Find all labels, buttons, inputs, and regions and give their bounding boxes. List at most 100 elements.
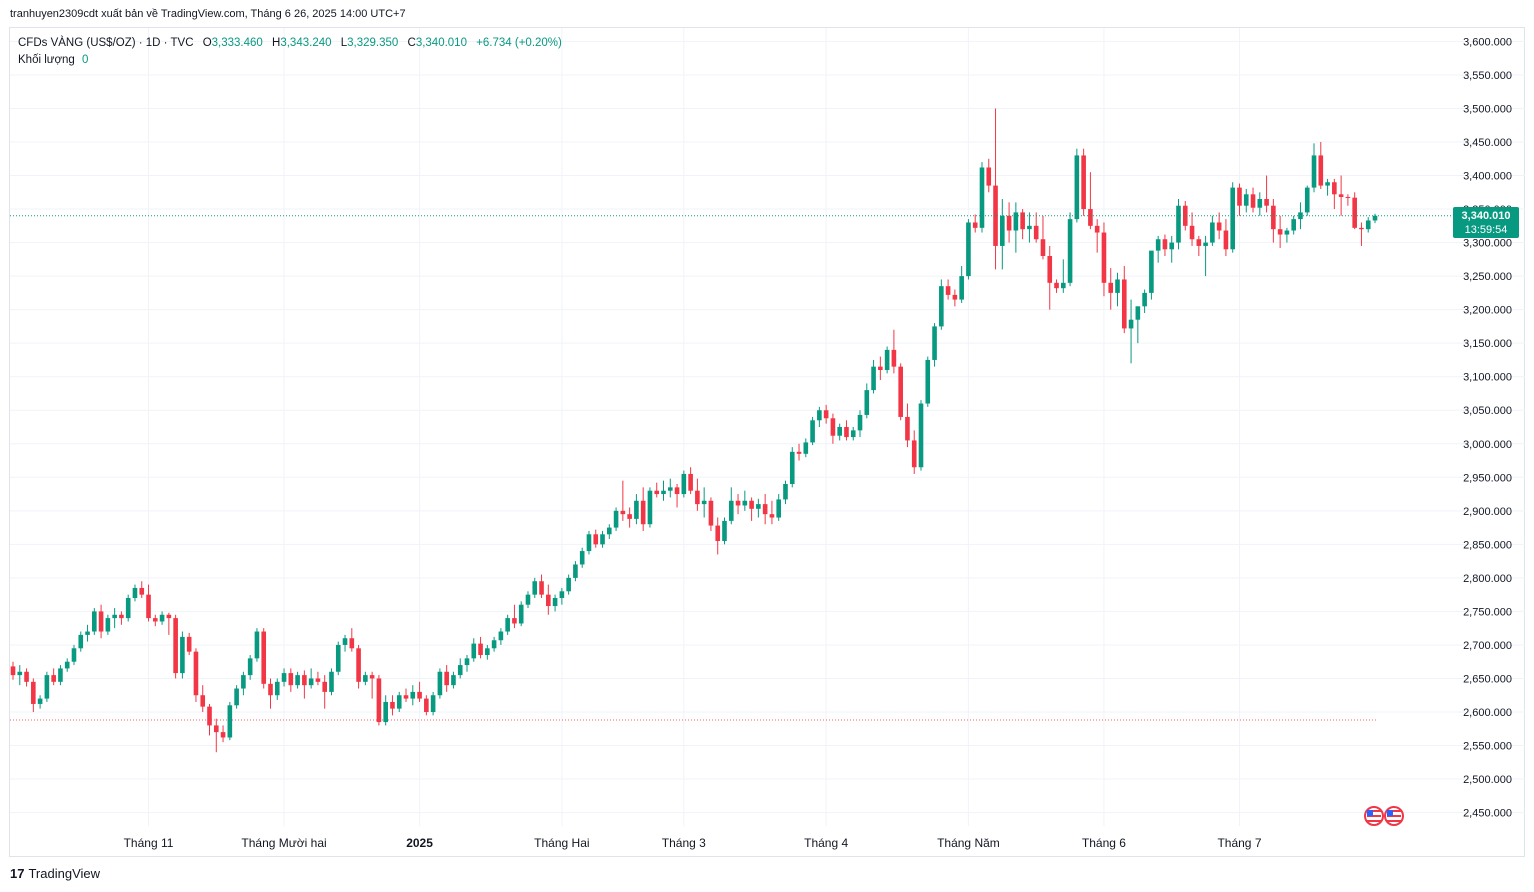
candle-body [180, 636, 185, 674]
candle-body [376, 678, 382, 723]
candle [274, 678, 280, 700]
candle-body [1352, 197, 1357, 228]
candle [295, 671, 300, 689]
candle [579, 547, 585, 568]
candle-body [274, 681, 280, 696]
y-tick-label: 3,050.000 [1463, 405, 1512, 417]
candle-body [10, 666, 16, 676]
candle-body [505, 618, 510, 632]
candle-body [1311, 155, 1317, 188]
y-tick-label: 3,200.000 [1463, 305, 1512, 317]
candle-body [1020, 212, 1025, 230]
y-tick-label: 3,150.000 [1463, 338, 1512, 350]
y-tick-label: 2,500.000 [1463, 774, 1512, 786]
candle-body [105, 618, 111, 632]
candle [1182, 201, 1188, 231]
candle-body [1006, 215, 1012, 231]
candle-body [152, 618, 158, 622]
candle-body [1108, 282, 1114, 293]
candle-body [1304, 187, 1310, 213]
candle [810, 416, 815, 446]
candle [566, 574, 571, 595]
candle [627, 507, 632, 528]
candle [132, 584, 138, 602]
candle [1155, 235, 1161, 263]
candle [600, 530, 605, 548]
price-badge: 3,340.010 13:59:54 [1453, 207, 1519, 238]
candle [180, 631, 185, 679]
candle-body [911, 440, 917, 468]
symbol-title[interactable]: CFDs VÀNG (US$/OZ) · 1D · TVC [18, 37, 194, 49]
candle-body [952, 294, 958, 300]
candle [911, 430, 917, 474]
candle [234, 685, 239, 709]
candle [308, 668, 314, 689]
candle [200, 685, 206, 712]
candle [315, 671, 321, 686]
candle-body [756, 504, 761, 509]
candle [593, 529, 599, 548]
candle-body [1121, 279, 1127, 329]
candle [302, 670, 307, 699]
candle-body [573, 564, 578, 578]
candle-body [566, 577, 571, 592]
candle-body [207, 706, 212, 726]
candle [1250, 187, 1256, 213]
footer[interactable]: 17 TradingView [10, 866, 100, 881]
candle [945, 279, 951, 300]
candle-body [1162, 239, 1168, 250]
candle-body [125, 598, 131, 619]
candle-body [722, 520, 727, 541]
candle-body [220, 732, 226, 738]
candle [10, 661, 16, 680]
candle [1189, 212, 1195, 246]
candle-body [281, 673, 287, 682]
candle [769, 500, 775, 525]
candle-body [1284, 230, 1290, 235]
candle [823, 404, 829, 424]
x-tick-label: Tháng Mười hai [241, 836, 326, 850]
candle [789, 447, 795, 488]
candle-body [850, 430, 856, 438]
candle [749, 497, 754, 521]
candle [213, 718, 219, 753]
close-label: C [407, 37, 416, 49]
candle-body [1216, 222, 1222, 231]
candle-body [667, 487, 673, 491]
candle [1013, 202, 1019, 253]
candle-body [857, 414, 863, 431]
candle [261, 628, 267, 689]
candle-body [823, 410, 829, 419]
candle-body [546, 594, 551, 607]
candle [1318, 142, 1324, 189]
candle [1264, 175, 1269, 213]
candle [1277, 215, 1283, 248]
candle-body [1128, 319, 1134, 329]
candle-body [132, 587, 138, 598]
x-tick-label: Tháng Hai [534, 836, 589, 850]
candle-body [586, 534, 592, 552]
candle [356, 644, 361, 689]
x-tick-label: Tháng Năm [937, 836, 1000, 850]
candle [1108, 268, 1114, 310]
candle-body [1257, 199, 1263, 208]
flag-icons[interactable] [1364, 806, 1404, 826]
candle-body [972, 222, 978, 228]
candle-body [993, 185, 998, 246]
candle [817, 406, 822, 427]
y-tick-label: 2,900.000 [1463, 506, 1512, 518]
candle-body [817, 410, 822, 421]
candle [424, 695, 429, 716]
candle-body [789, 451, 795, 484]
candle [972, 214, 978, 233]
candle-body [620, 510, 626, 515]
candle-body [1094, 225, 1100, 233]
candle-body [1243, 194, 1249, 206]
candle [457, 658, 463, 679]
candle [864, 383, 870, 419]
candle [112, 608, 117, 629]
candle [335, 641, 341, 676]
candle [667, 478, 673, 498]
candle [159, 611, 165, 625]
